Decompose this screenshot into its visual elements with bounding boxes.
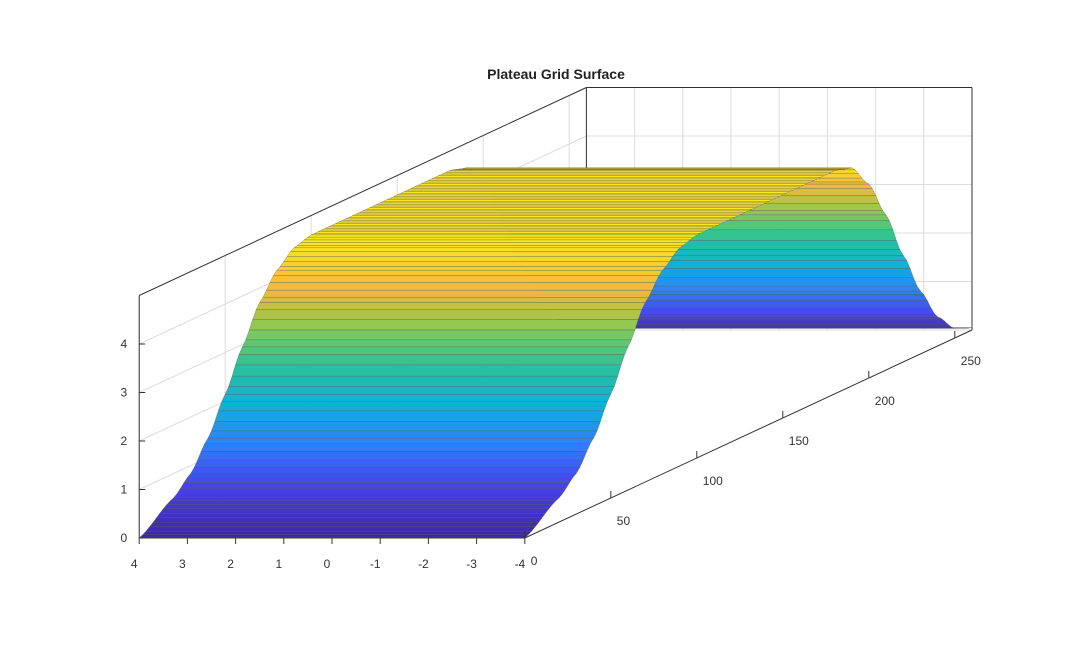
x-tick-label: 0 — [324, 557, 331, 571]
surface-face — [255, 302, 646, 310]
surface-face — [238, 346, 629, 355]
surface-face — [152, 517, 543, 523]
surface-face — [283, 256, 674, 262]
surface-face — [235, 354, 625, 366]
surface-face — [276, 266, 667, 271]
surface-face — [162, 504, 553, 510]
z-tick-label: 2 — [121, 434, 128, 448]
y-tick-label: 250 — [961, 354, 981, 368]
x-tick-label: 4 — [131, 557, 138, 571]
surface-face — [207, 430, 598, 439]
x-tick-label: -2 — [418, 557, 429, 571]
y-tick-label: 200 — [875, 394, 895, 408]
surface-face — [197, 451, 588, 461]
x-tick-label: 3 — [179, 557, 186, 571]
x-tick-label: -3 — [466, 557, 477, 571]
surface-face — [204, 437, 595, 445]
y-tick-label: 100 — [703, 474, 723, 488]
surface-face — [224, 386, 615, 395]
y-tick-label: 50 — [617, 514, 631, 528]
surface-face — [180, 482, 570, 489]
z-tick-label: 4 — [121, 337, 128, 351]
y-tick-label: 0 — [531, 554, 538, 568]
axis-ticks: 0 1 2 3 4 4 3 2 1 0 -1 -2 -3 -4 0 50 100 150 200 250 — [121, 331, 981, 571]
surface-face — [211, 421, 601, 432]
surface-face — [303, 236, 695, 241]
z-tick-label: 3 — [121, 386, 128, 400]
surface-mesh — [138, 167, 973, 539]
surface-face — [217, 401, 608, 412]
surface-face — [306, 234, 698, 238]
x-tick-label: -1 — [370, 557, 381, 571]
surface-face — [214, 410, 605, 422]
surface-face — [266, 282, 656, 291]
surface-face — [169, 497, 560, 502]
surface-face — [245, 329, 636, 341]
surface-face — [231, 364, 622, 377]
surface-face — [259, 297, 650, 303]
surface-face — [183, 477, 574, 483]
surface-face — [248, 319, 639, 331]
surface-face — [200, 443, 591, 452]
surface-face — [286, 251, 677, 257]
surface-face — [190, 467, 581, 474]
surface-face — [159, 508, 550, 514]
surface-face — [142, 530, 533, 536]
surface-face — [221, 393, 612, 402]
surface-face — [300, 239, 691, 243]
x-tick-label: -4 — [514, 557, 525, 571]
axis-line — [524, 329, 973, 539]
surface-face — [173, 493, 564, 499]
surface-face — [145, 526, 536, 532]
surface-face — [272, 270, 663, 276]
surface-face — [186, 473, 577, 478]
surface-face — [269, 275, 660, 283]
surface-face — [193, 459, 584, 468]
surface-face — [176, 488, 567, 494]
surface-face — [228, 375, 619, 387]
surface-face — [279, 261, 670, 267]
surface-face — [293, 245, 684, 249]
surface-face — [166, 500, 557, 505]
surface-face — [262, 289, 653, 298]
chart-title: Plateau Grid Surface — [487, 66, 625, 82]
surface-face — [290, 247, 681, 252]
x-tick-label: 1 — [275, 557, 282, 571]
axis-line — [138, 87, 587, 296]
surface-face — [155, 513, 546, 519]
surface-face — [138, 534, 529, 539]
y-tick-label: 150 — [789, 434, 809, 448]
z-tick-label: 0 — [121, 531, 128, 545]
surface-face — [296, 242, 688, 246]
surface-face — [242, 339, 632, 348]
surface-face — [252, 309, 643, 320]
x-tick-label: 2 — [227, 557, 234, 571]
z-tick-label: 1 — [121, 483, 128, 497]
surface-face — [148, 522, 540, 528]
